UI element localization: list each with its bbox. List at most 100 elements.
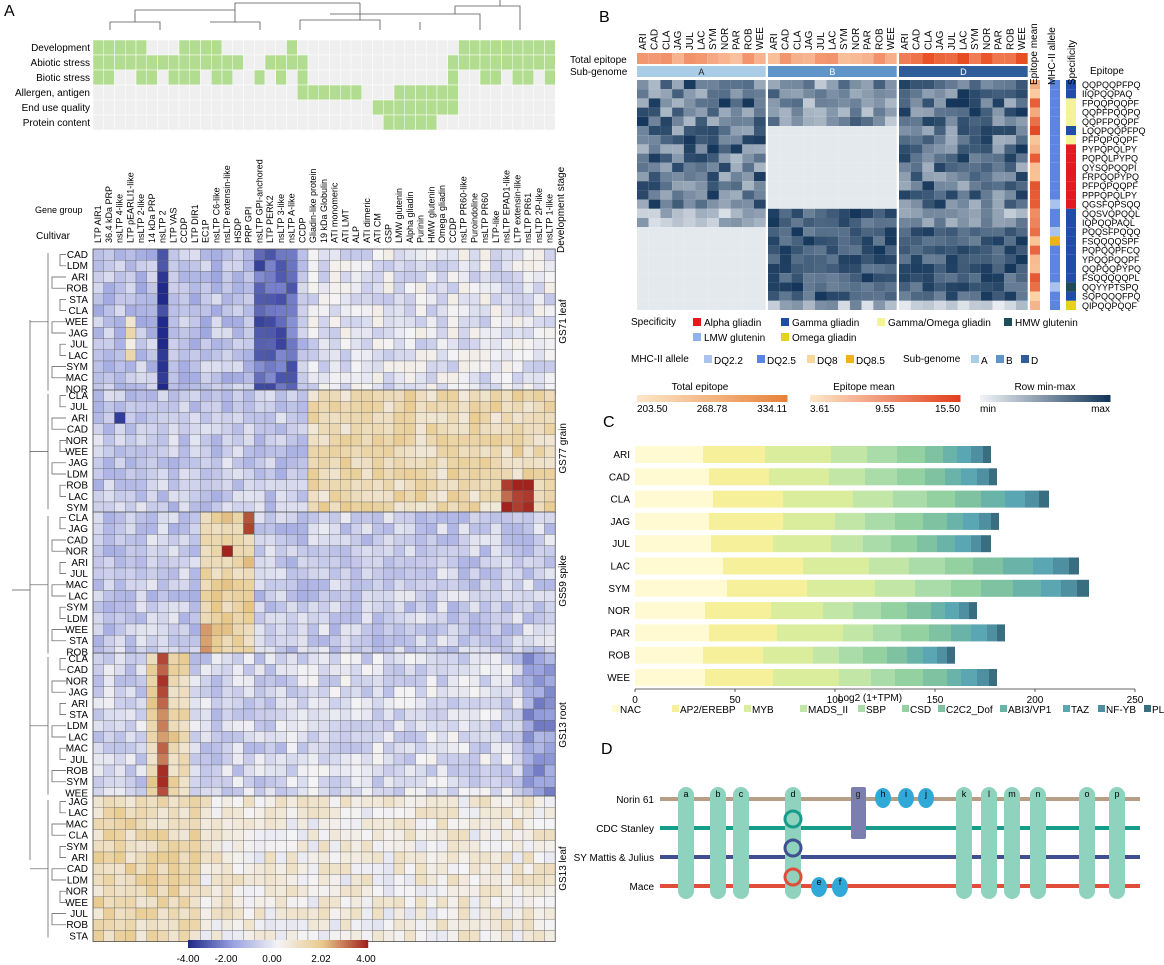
epitope-heat-cell bbox=[683, 273, 696, 283]
heatmap-cell bbox=[146, 338, 158, 350]
heatmap-cell bbox=[329, 635, 341, 647]
bar-segment bbox=[915, 579, 951, 597]
heatmap-cell bbox=[544, 423, 556, 435]
epitope-heat-cell bbox=[814, 89, 827, 99]
epitope-heat-cell bbox=[969, 208, 981, 218]
scale-tick: max bbox=[1091, 404, 1110, 415]
epitope-heat-cell bbox=[660, 291, 673, 301]
epitope-heat-cell bbox=[1016, 245, 1028, 255]
heatmap-cell bbox=[168, 445, 180, 458]
heatmap-cell bbox=[232, 545, 244, 557]
epitope-heat-cell bbox=[945, 80, 958, 90]
bar-segment bbox=[713, 490, 783, 508]
heatmap-cell bbox=[436, 776, 448, 788]
epitope-heat-cell bbox=[660, 135, 673, 145]
epitope-heat-cell bbox=[660, 190, 673, 200]
heatmap-cell bbox=[393, 829, 405, 841]
heatmap-cell bbox=[479, 652, 491, 665]
heatmap-cell bbox=[436, 304, 448, 317]
epitope-heat-cell bbox=[648, 153, 661, 163]
epitope-heat-cell bbox=[791, 135, 804, 145]
heatmap-cell bbox=[469, 468, 481, 480]
heatmap-cell bbox=[404, 282, 416, 294]
heatmap-cell bbox=[372, 930, 384, 942]
epitope-heat-cell bbox=[992, 300, 1005, 310]
gene-label: Puroindoline bbox=[469, 193, 479, 243]
dendrogram-branch bbox=[12, 320, 31, 860]
epitope-heat-cell bbox=[768, 254, 780, 264]
stage-label: GS71 leaf bbox=[558, 299, 569, 344]
heatmap-cell bbox=[286, 360, 298, 373]
cultivar-label: CAD bbox=[67, 425, 88, 436]
category-cell bbox=[318, 69, 330, 86]
heatmap-cell bbox=[157, 282, 169, 294]
epitope-heat-cell bbox=[945, 89, 958, 99]
heatmap-cell bbox=[404, 818, 416, 830]
epitope-heat-cell bbox=[838, 190, 850, 200]
heatmap-cell bbox=[254, 423, 266, 435]
epitope-heat-cell bbox=[922, 254, 935, 264]
heatmap-cell bbox=[512, 590, 524, 602]
epitope-heat-cell bbox=[637, 89, 649, 99]
heatmap-cell bbox=[135, 293, 147, 306]
heatmap-cell bbox=[415, 874, 427, 886]
heatmap-cell bbox=[469, 445, 481, 458]
heatmap-cell bbox=[512, 338, 524, 350]
heatmap-cell bbox=[469, 840, 481, 853]
total-epitope-cell bbox=[873, 53, 885, 64]
heatmap-cell bbox=[544, 445, 556, 458]
heatmap-cell bbox=[512, 511, 524, 524]
heatmap-cell bbox=[221, 338, 233, 350]
epitope-heat-cell bbox=[826, 190, 839, 200]
heatmap-cell bbox=[501, 567, 513, 580]
epitope-heat-cell bbox=[742, 273, 754, 283]
epitope-heat-cell bbox=[1004, 300, 1016, 310]
heatmap-cell bbox=[458, 753, 470, 766]
heatmap-cell bbox=[114, 930, 126, 942]
scale-segment bbox=[980, 395, 984, 402]
gene-label: 14 kDa PRP bbox=[147, 193, 157, 243]
category-cell bbox=[211, 114, 223, 131]
colorbar-segment bbox=[352, 940, 355, 948]
heatmap-cell bbox=[157, 293, 169, 306]
heatmap-cell bbox=[469, 490, 481, 503]
heatmap-cell bbox=[361, 338, 373, 350]
heatmap-cell bbox=[426, 260, 438, 272]
heatmap-cell bbox=[533, 579, 545, 591]
heatmap-cell bbox=[350, 675, 362, 687]
mhc-cell bbox=[1050, 135, 1060, 145]
heatmap-cell bbox=[146, 327, 158, 339]
heatmap-cell bbox=[254, 697, 266, 710]
heatmap-cell bbox=[501, 885, 513, 897]
heatmap-cell bbox=[393, 523, 405, 535]
epitope-heat-cell bbox=[695, 254, 708, 264]
subgenome-legend-label: A bbox=[981, 356, 988, 367]
category-cell bbox=[533, 99, 545, 116]
heatmap-cell bbox=[221, 556, 233, 569]
heatmap-cell bbox=[114, 863, 126, 875]
epitope-heat-cell bbox=[980, 126, 993, 136]
heatmap-cell bbox=[264, 708, 276, 721]
gene-label: nsLTP PR60-like bbox=[459, 176, 469, 243]
heatmap-cell bbox=[447, 316, 459, 328]
epitope-heat-cell bbox=[1004, 126, 1016, 136]
heatmap-cell bbox=[286, 652, 298, 665]
category-cell bbox=[157, 99, 169, 116]
epitope-heat-cell bbox=[873, 153, 885, 163]
epitope-heat-cell bbox=[957, 282, 970, 292]
epitope-heat-cell bbox=[637, 236, 649, 246]
cultivar-col-label: LAC bbox=[959, 31, 970, 50]
heatmap-cell bbox=[415, 412, 427, 424]
scale-segment bbox=[1077, 395, 1082, 402]
epitope-heat-cell bbox=[814, 162, 827, 172]
epitope-heat-cell bbox=[695, 199, 708, 209]
heatmap-cell bbox=[415, 652, 427, 665]
bar-segment bbox=[635, 446, 703, 463]
heatmap-cell bbox=[125, 930, 137, 942]
heatmap-cell bbox=[404, 896, 416, 909]
heatmap-cell bbox=[221, 601, 233, 613]
heatmap-cell bbox=[286, 840, 298, 853]
epitope-heat-cell bbox=[1016, 153, 1028, 163]
epitope-heat-cell bbox=[648, 172, 661, 182]
